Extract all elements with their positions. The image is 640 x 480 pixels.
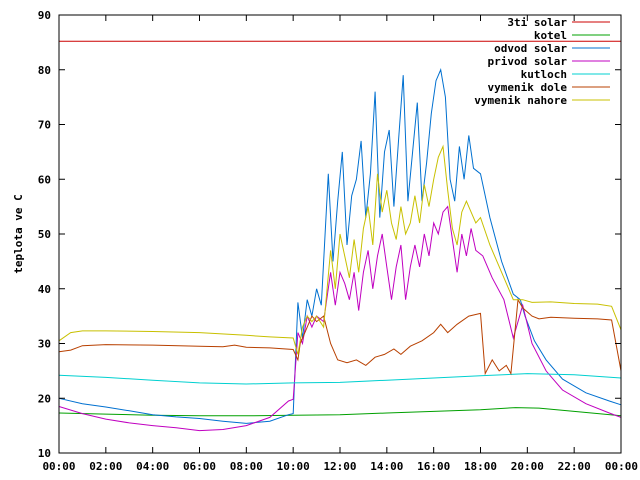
series-layer [58, 40, 622, 432]
legend-label-2: odvod solar [494, 42, 567, 55]
axes-layer: 10 20 30 40 50 60 70 80 90 00:00 02:00 04:00 06:00 08… [38, 9, 638, 473]
series-line-vymenik-dole [58, 298, 622, 376]
y-tick-label-4: 50 [38, 228, 51, 241]
x-tick-label-7: 14:00 [370, 460, 403, 473]
series-line-kutloch [58, 373, 622, 385]
y-tick-label-5: 60 [38, 173, 51, 186]
legend-label-5: vymenik dole [488, 81, 568, 94]
series-line-vymenik-nahore [58, 144, 622, 355]
x-tick-label-5: 10:00 [277, 460, 310, 473]
y-tick-label-8: 90 [38, 9, 51, 22]
legend-label-3: privod solar [488, 55, 568, 68]
legend-label-1: kotel [534, 29, 567, 42]
x-tick-label-10: 20:00 [511, 460, 544, 473]
x-tick-label-1: 02:00 [89, 460, 122, 473]
x-tick-label-9: 18:00 [464, 460, 497, 473]
x-tick-label-8: 16:00 [417, 460, 450, 473]
legend-label-6: vymenik nahore [474, 94, 567, 107]
y-axis-label: teplota ve C [12, 194, 25, 273]
y-tick-label-2: 30 [38, 338, 51, 351]
x-tick-label-6: 12:00 [323, 460, 356, 473]
y-tick-label-3: 40 [38, 283, 51, 296]
y-tick-label-6: 70 [38, 119, 51, 132]
y-tick-label-1: 20 [38, 392, 51, 405]
series-line-odvod-solar [58, 68, 622, 424]
legend-label-0: 3ti solar [507, 16, 567, 29]
y-tick-label-0: 10 [38, 447, 51, 460]
x-tick-label-4: 08:00 [230, 460, 263, 473]
y-tick-label-7: 80 [38, 64, 51, 77]
legend-label-4: kutloch [521, 68, 567, 81]
x-tick-label-12: 00:00 [605, 460, 638, 473]
x-tick-label-3: 06:00 [183, 460, 216, 473]
x-tick-label-2: 04:00 [136, 460, 169, 473]
x-tick-label-0: 00:00 [42, 460, 75, 473]
series-line-privod-solar [58, 205, 622, 432]
series-line-kotel [58, 407, 622, 417]
x-tick-label-11: 22:00 [558, 460, 591, 473]
